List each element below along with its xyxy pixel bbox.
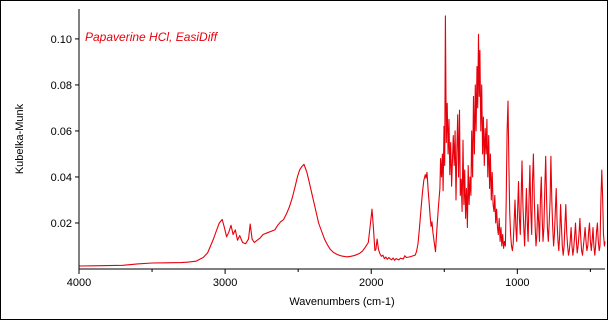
y-axis: 0.02 0.04 0.06 0.08 0.10 bbox=[51, 34, 79, 230]
y-tick-label: 0.10 bbox=[51, 34, 72, 46]
x-tick-label: 2000 bbox=[359, 277, 383, 289]
x-axis: 4000 3000 2000 1000 bbox=[67, 269, 591, 289]
y-axis-label: Kubelka-Munk bbox=[14, 103, 26, 174]
x-tick-label: 1000 bbox=[505, 277, 529, 289]
x-axis-label: Wavenumbers (cm-1) bbox=[289, 296, 394, 308]
spectrum-line bbox=[78, 15, 606, 267]
y-tick-label: 0.06 bbox=[51, 126, 72, 138]
x-tick-label: 4000 bbox=[67, 277, 91, 289]
y-tick-label: 0.08 bbox=[51, 80, 72, 92]
y-tick-label: 0.02 bbox=[51, 218, 72, 230]
y-tick-label: 0.04 bbox=[51, 172, 72, 184]
chart-title: Papaverine HCl, EasiDiff bbox=[85, 30, 219, 44]
plot-area bbox=[79, 9, 605, 269]
x-tick-label: 3000 bbox=[213, 277, 237, 289]
